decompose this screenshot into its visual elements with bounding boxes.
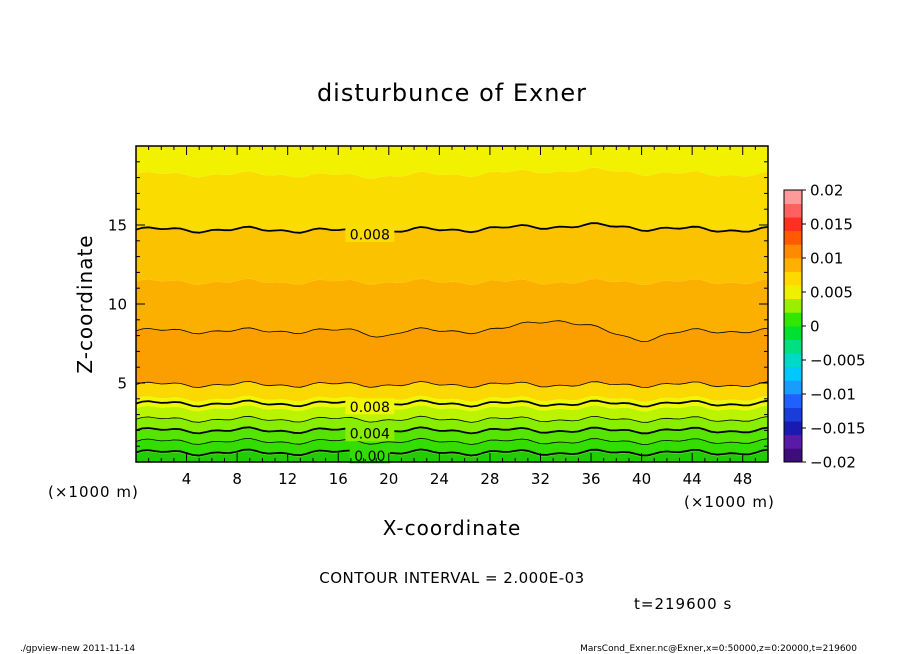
x-tick-label: 40 <box>632 470 651 488</box>
x-tick-label: 4 <box>182 470 192 488</box>
colorbar-tick-label: 0.02 <box>810 182 843 200</box>
y-axis-label: Z-coordinate <box>73 234 97 373</box>
colorbar-cell <box>784 326 802 340</box>
z-tick-label: 15 <box>108 217 127 235</box>
z-tick-label: 5 <box>117 375 127 393</box>
colorbar-cell <box>784 339 802 354</box>
band-3 <box>136 416 768 434</box>
colorbar-cell <box>784 271 802 286</box>
contour-label-bg-7 <box>345 226 395 243</box>
colorbar-cell <box>784 353 802 368</box>
contour-line-3 <box>135 415 769 423</box>
contour-lines <box>135 222 769 457</box>
contour-label-7: 0.008 <box>350 228 390 244</box>
chart-title: disturbunce of Exner <box>317 79 587 107</box>
z-axis-ticks: 5 10 15 <box>108 145 768 463</box>
contour-label-bg-4 <box>345 398 395 415</box>
band-10 <box>136 167 768 235</box>
x-unit-left: (×1000 m) <box>48 483 139 501</box>
colorbar-cell <box>784 394 802 408</box>
contour-line-0 <box>135 448 769 457</box>
colorbar-cell <box>784 434 802 449</box>
contour-line-1 <box>135 437 769 445</box>
colorbar-cell <box>784 244 802 259</box>
contour-line-7 <box>135 222 769 236</box>
colorbar-tick-label: 0.015 <box>810 216 853 234</box>
colorbar-tick-label: 0 <box>810 318 820 336</box>
colorbar-cell <box>784 448 802 463</box>
contour-label-bg-0 <box>349 447 391 464</box>
contour-line-4 <box>135 399 769 408</box>
time-label: t=219600 s <box>634 595 732 613</box>
colorbar-tick-label: −0.02 <box>810 454 856 472</box>
colorbar-cell <box>784 230 802 245</box>
x-tick-label: 24 <box>430 470 449 488</box>
colorbar-cell <box>784 217 802 232</box>
x-tick-label: 32 <box>531 470 550 488</box>
contour-line-2 <box>135 426 769 435</box>
x-tick-label: 44 <box>683 470 702 488</box>
colorbar-cell <box>784 380 802 395</box>
colorbar-ticks: 0.02 0.015 0.01 0.005 0 −0.005 −0.01 −0.015 −0.0… <box>802 182 866 472</box>
x-unit-right: (×1000 m) <box>684 493 775 511</box>
colorbar-cell <box>784 421 802 436</box>
band-9 <box>136 223 768 285</box>
colorbar-cell <box>784 366 802 381</box>
colorbar-tick-label: −0.005 <box>810 352 866 370</box>
x-tick-label: 28 <box>480 470 499 488</box>
filled-contour-bands <box>136 146 768 462</box>
contour-label-4: 0.008 <box>350 400 390 416</box>
x-tick-label: 48 <box>733 470 752 488</box>
z-tick-label: 10 <box>108 296 127 314</box>
contour-label-0: 0.00 <box>354 449 385 465</box>
colorbar-cell <box>784 258 802 272</box>
colorbar-tick-label: −0.015 <box>810 420 866 438</box>
colorbar-cell <box>784 312 802 327</box>
band-7 <box>136 320 768 388</box>
contour-line-5 <box>135 381 769 389</box>
x-tick-label: 12 <box>278 470 297 488</box>
colorbar-cell <box>784 285 802 300</box>
band-4 <box>136 405 768 423</box>
band-6 <box>136 381 768 402</box>
band-8 <box>136 278 768 342</box>
x-axis-label: X-coordinate <box>383 516 522 540</box>
colorbar-cell <box>784 407 802 422</box>
contour-label-2: 0.004 <box>350 427 390 443</box>
footer-left: ./gpview-new 2011-11-14 <box>20 644 135 654</box>
x-tick-label: 20 <box>379 470 398 488</box>
x-tick-label: 16 <box>329 470 348 488</box>
x-tick-label: 8 <box>232 470 242 488</box>
contour-labels: 0.00 0.004 0.008 0.008 <box>345 226 395 465</box>
colorbar <box>784 190 802 463</box>
colorbar-cell <box>784 203 802 218</box>
contour-interval-label: CONTOUR INTERVAL = 2.000E-03 <box>319 569 584 587</box>
colorbar-cell <box>784 298 802 313</box>
colorbar-tick-label: 0.01 <box>810 250 843 268</box>
x-tick-label: 36 <box>581 470 600 488</box>
colorbar-tick-label: 0.005 <box>810 284 853 302</box>
band-0 <box>136 451 768 462</box>
footer-right: MarsCond_Exner.nc@Exner,x=0:50000,z=0:20… <box>580 644 857 654</box>
colorbar-cell <box>784 190 802 204</box>
x-axis-ticks: 4 8 12 16 20 24 28 32 36 40 44 48 <box>135 146 769 488</box>
band-2 <box>136 427 768 445</box>
colorbar-tick-label: −0.01 <box>810 386 856 404</box>
contour-label-bg-2 <box>345 425 395 442</box>
contour-line-6 <box>135 320 769 343</box>
band-11 <box>136 146 768 179</box>
